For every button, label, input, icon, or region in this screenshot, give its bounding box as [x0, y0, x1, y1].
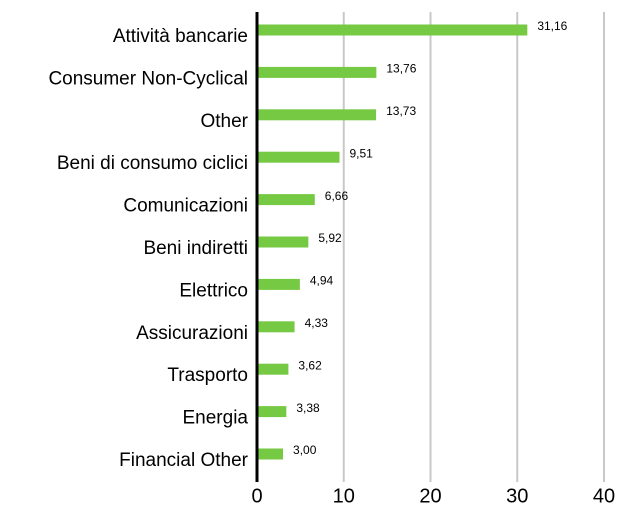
x-tick-label: 0: [251, 485, 262, 507]
bar: [257, 24, 528, 36]
bar: [257, 194, 315, 206]
value-label: 31,16: [537, 19, 567, 33]
value-label: 13,73: [386, 104, 416, 118]
y-tick-label: Financial Other: [119, 450, 249, 471]
bar: [257, 278, 300, 290]
y-tick-label: Comunicazioni: [123, 196, 248, 217]
bar: [257, 151, 340, 163]
bar: [257, 66, 377, 78]
x-tick-label: 40: [593, 485, 615, 507]
y-tick-label: Assicurazioni: [136, 323, 248, 344]
value-label: 3,00: [293, 443, 317, 457]
value-label: 5,92: [318, 231, 342, 245]
value-label: 3,62: [298, 358, 322, 372]
bar: [257, 406, 287, 418]
y-tick-label: Other: [200, 111, 248, 132]
y-tick-label: Beni indiretti: [143, 238, 248, 259]
value-label: 4,94: [310, 274, 334, 288]
y-tick-label: Energia: [183, 408, 249, 429]
y-tick-label: Beni di consumo ciclici: [57, 153, 248, 174]
value-label: 4,33: [305, 316, 329, 330]
value-label: 13,76: [386, 62, 416, 76]
value-label: 3,38: [296, 401, 320, 415]
bar: [257, 321, 295, 333]
value-label: 9,51: [349, 146, 373, 160]
x-tick-label: 20: [419, 485, 441, 507]
value-label: 6,66: [325, 189, 349, 203]
bar: [257, 109, 377, 121]
y-tick-label: Consumer Non-Cyclical: [48, 68, 248, 89]
y-tick-label: Trasporto: [167, 365, 248, 386]
y-tick-label: Attività bancarie: [113, 26, 248, 47]
bar: [257, 448, 284, 460]
y-tick-label: Elettrico: [179, 280, 248, 301]
bar: [257, 363, 289, 375]
bar: [257, 236, 309, 248]
x-tick-label: 10: [333, 485, 355, 507]
x-tick-label: 30: [506, 485, 528, 507]
